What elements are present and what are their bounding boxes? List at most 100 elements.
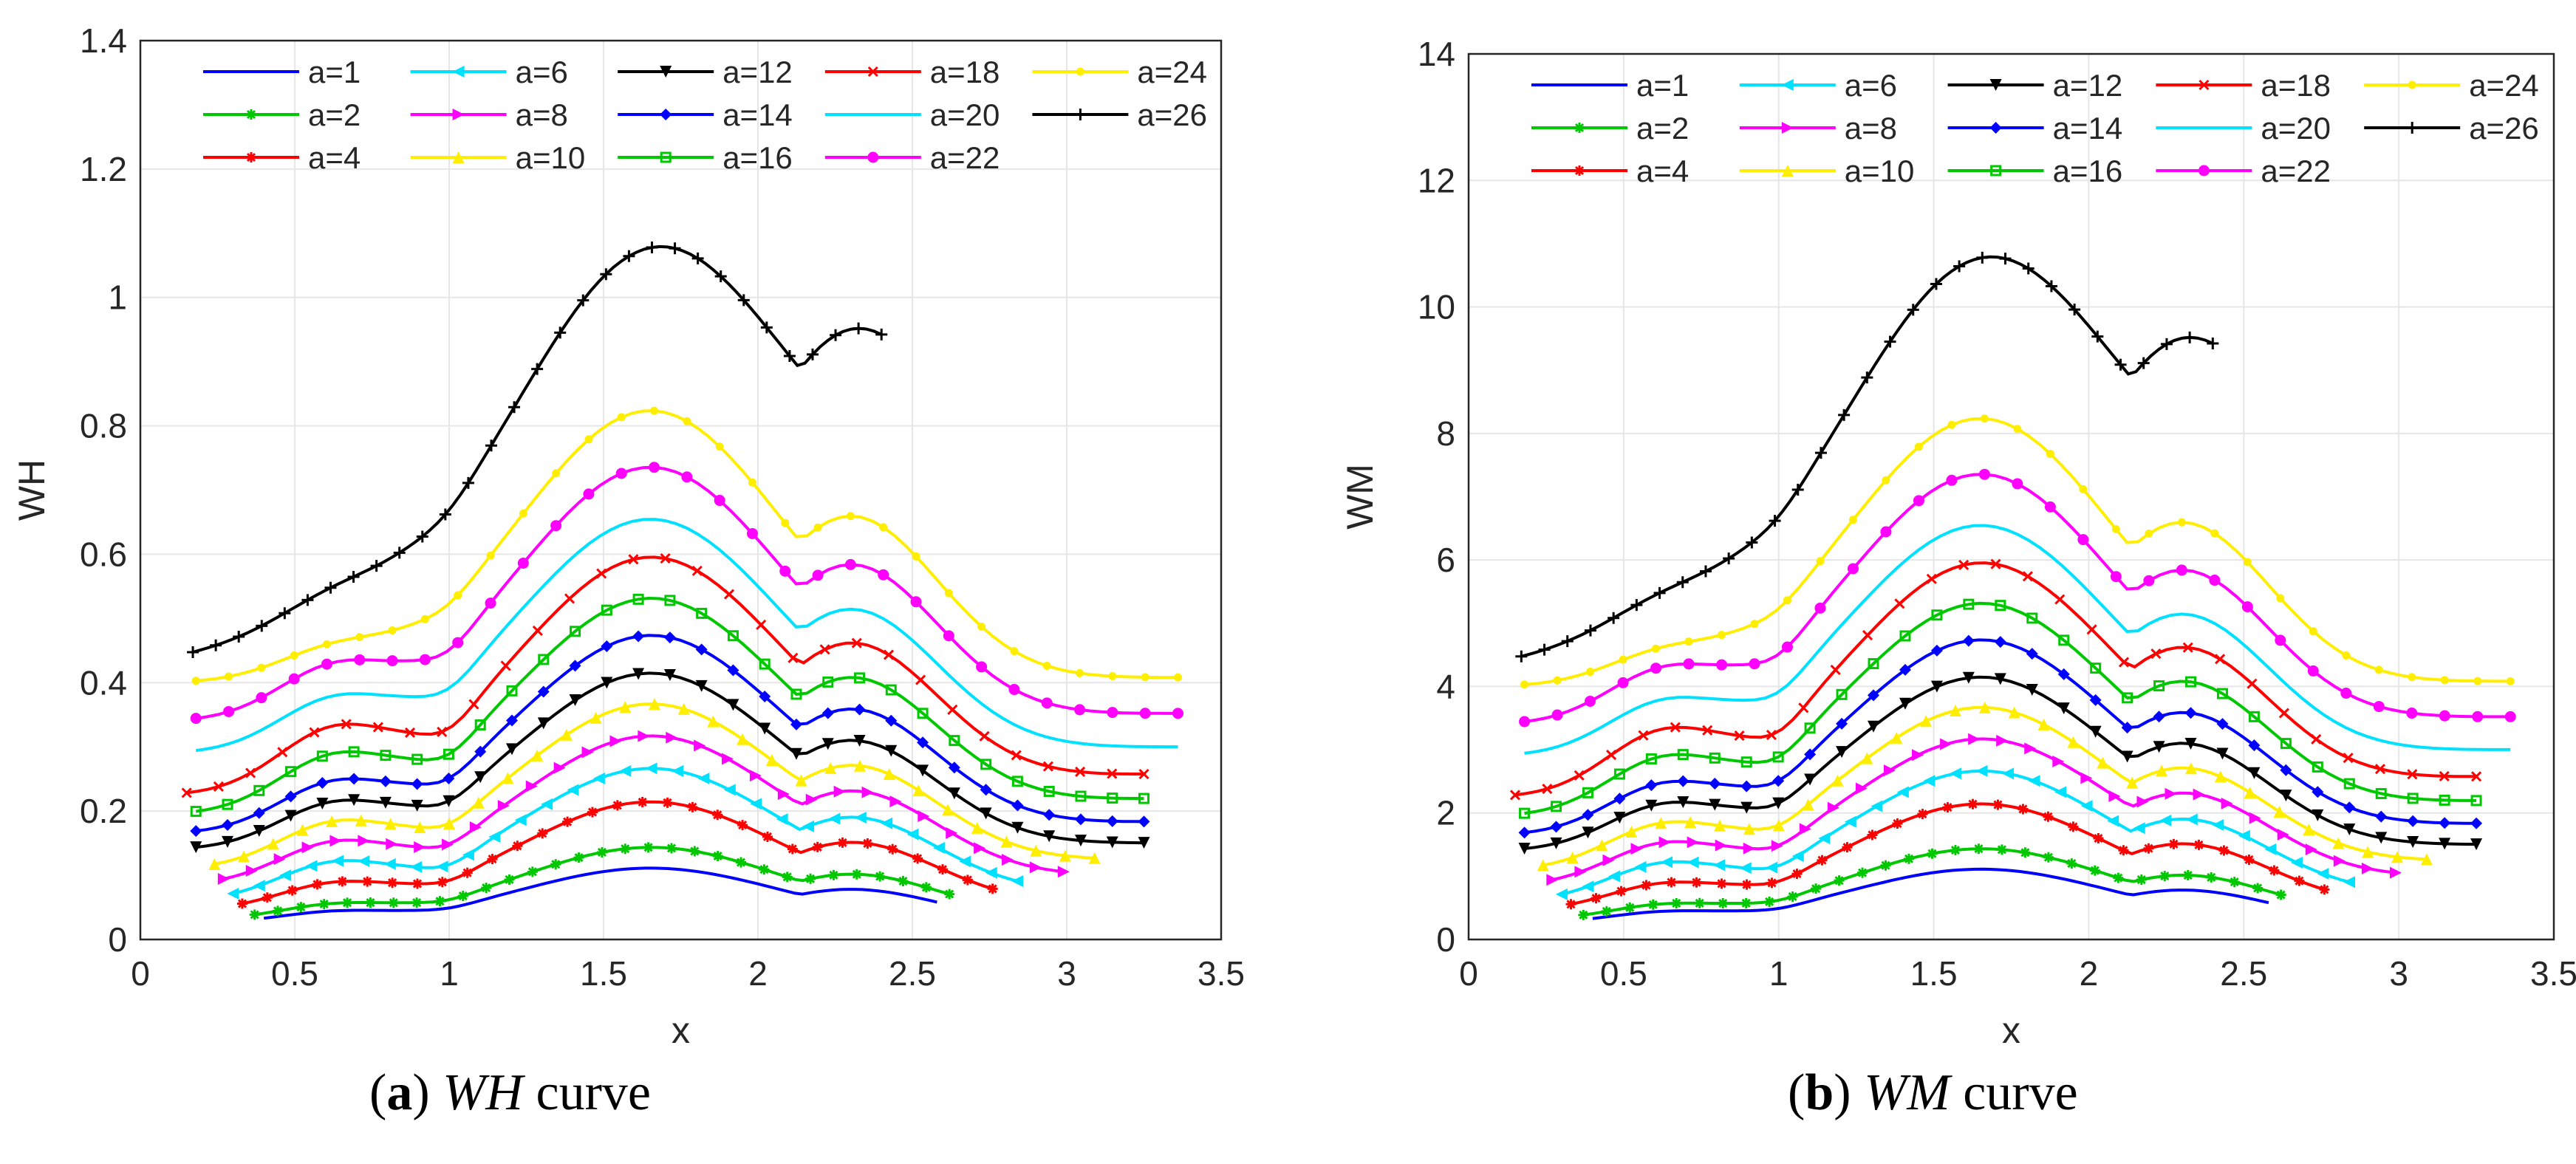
data-point-marker (452, 637, 464, 648)
data-point-marker (1606, 749, 1617, 761)
data-point-marker (253, 880, 265, 892)
axes-box (1467, 52, 2555, 941)
data-point-marker (504, 874, 515, 885)
data-point-marker (879, 523, 888, 532)
data-point-marker (362, 876, 373, 887)
data-point-marker (898, 875, 909, 886)
data-point-marker (1509, 790, 1521, 801)
data-point-marker (2043, 811, 2054, 822)
data-point-marker (2133, 822, 2145, 835)
legend-label: a=26 (2469, 111, 2539, 146)
data-point-marker (2269, 865, 2280, 876)
y-tick-label: 14 (1418, 35, 1455, 73)
data-point-marker (2343, 753, 2354, 764)
data-point-marker (1650, 663, 1662, 674)
data-point-marker (1740, 801, 1753, 814)
data-point-marker (2193, 839, 2204, 850)
data-point-marker (2408, 673, 2416, 682)
data-point-marker (2343, 778, 2355, 790)
data-point-marker (2024, 742, 2037, 755)
data-point-marker (920, 882, 932, 893)
data-point-marker (946, 826, 958, 839)
data-point-marker (650, 406, 659, 415)
series-a-18 (1509, 558, 2482, 801)
data-point-marker (416, 530, 428, 543)
legend-marker (1781, 165, 1794, 177)
legend-label: a=8 (1845, 111, 1897, 146)
legend-marker (2408, 81, 2416, 89)
data-point-marker (918, 810, 930, 823)
data-point-marker (287, 885, 298, 896)
data-point-marker (354, 654, 366, 665)
data-point-marker (663, 669, 676, 682)
data-point-marker (906, 828, 919, 841)
data-point-marker (2264, 843, 2277, 855)
data-point-marker (1717, 631, 1726, 640)
data-point-marker (1930, 644, 1943, 657)
data-point-marker (419, 654, 431, 665)
data-point-marker (948, 761, 960, 774)
data-point-marker (736, 857, 747, 868)
data-point-marker (1880, 526, 1892, 538)
data-point-marker (683, 417, 691, 425)
data-point-marker (1903, 853, 1914, 864)
data-point-marker (727, 630, 739, 642)
y-tick-label: 0.8 (80, 407, 127, 445)
x-tick-label: 0.5 (271, 954, 318, 993)
data-point-marker (312, 879, 323, 890)
data-point-marker (1999, 253, 2012, 265)
data-point-marker (1138, 768, 1149, 780)
data-point-marker (2068, 821, 2079, 832)
data-point-marker (2022, 262, 2035, 275)
legend-item: a=22 (824, 140, 1000, 175)
data-point-marker (696, 607, 708, 619)
data-point-marker (410, 860, 423, 873)
data-point-marker (1913, 495, 1924, 507)
series-a-12 (1518, 671, 2483, 855)
data-point-marker (554, 326, 567, 339)
data-point-marker (875, 871, 886, 882)
data-point-marker (663, 631, 676, 644)
data-point-marker (1518, 843, 1531, 855)
data-point-marker (2043, 852, 2054, 863)
data-point-marker (862, 838, 873, 849)
legend-label: a=18 (930, 55, 1000, 89)
data-point-marker (537, 685, 550, 698)
legend-item: a=2 (1531, 111, 1689, 146)
legend-label: a=22 (2261, 154, 2331, 188)
y-axis-label: WM (1339, 464, 1381, 530)
data-point-marker (1550, 801, 1562, 812)
data-point-marker (638, 730, 650, 742)
x-tick-label: 3.5 (2530, 954, 2576, 993)
data-point-marker (1546, 874, 1559, 886)
data-point-marker (781, 518, 790, 527)
data-point-marker (1011, 776, 1023, 787)
data-point-marker (1677, 796, 1690, 809)
data-point-marker (2275, 634, 2286, 646)
data-point-marker (1741, 879, 1752, 890)
data-point-marker (1030, 844, 1042, 857)
data-point-marker (828, 869, 839, 880)
data-point-marker (267, 838, 279, 850)
data-point-marker (472, 796, 485, 809)
data-point-marker (1992, 799, 2003, 810)
data-point-marker (386, 838, 398, 850)
data-point-marker (632, 668, 645, 680)
data-point-marker (1519, 807, 1531, 819)
data-point-marker (985, 866, 997, 879)
data-point-marker (485, 598, 496, 609)
data-point-marker (285, 766, 297, 778)
data-point-marker (2091, 330, 2104, 343)
legend-item: a=24 (2364, 68, 2539, 103)
data-point-marker (2276, 594, 2285, 603)
legend-label: a=24 (1137, 55, 1207, 89)
data-point-marker (2311, 733, 2322, 744)
data-point-marker (1861, 372, 1873, 384)
data-point-marker (887, 843, 898, 855)
data-point-marker (305, 860, 318, 872)
data-point-marker (1634, 860, 1647, 873)
y-tick-label: 8 (1436, 414, 1455, 453)
data-point-marker (1075, 790, 1087, 802)
data-point-marker (980, 807, 992, 820)
data-point-marker (587, 807, 598, 818)
